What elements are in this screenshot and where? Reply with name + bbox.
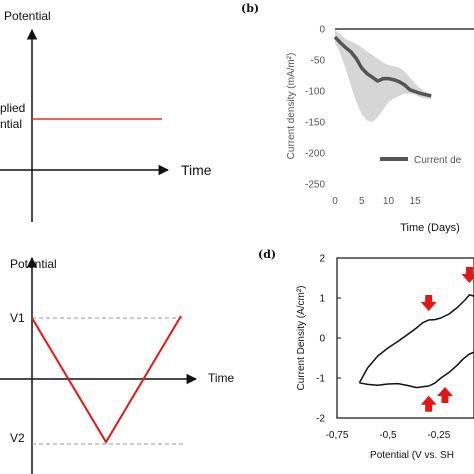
x-tick-label: 5 [359, 196, 365, 207]
panel-a-y-label: Potential [4, 9, 51, 23]
y-tick-label: 1 [319, 294, 325, 305]
y-tick-label: 0 [319, 334, 325, 345]
y-tick-label: -1 [316, 374, 325, 385]
x-tick-label: 0 [332, 196, 338, 207]
panel-d-x-label: Potential (V vs. SH [370, 450, 454, 461]
x-tick-label: -0,25 [427, 430, 450, 441]
panel-a: Potential Time plied ntial [0, 9, 212, 222]
y-tick-label: -100 [305, 87, 325, 98]
x-tick-label: 10 [383, 196, 395, 207]
std-band [335, 30, 432, 123]
panel-c-x-label: Time [208, 371, 235, 385]
panel-b-plot: 0 -50 -100 -150 -200 -250 0 5 10 15 [305, 25, 474, 207]
cv-forward-scan [358, 294, 474, 384]
panel-b: (b) 0 -50 -100 -150 -200 -250 0 5 10 15 Current d… [241, 2, 474, 234]
panel-d-letter: (d) [258, 248, 276, 261]
x-tick-label: -0,75 [326, 430, 349, 441]
peak-arrow-icon [461, 267, 474, 283]
y-tick-label: -150 [305, 118, 325, 129]
y-tick-label: 0 [319, 25, 325, 36]
y-tick-label: -50 [311, 56, 326, 67]
panel-c: Potential Time V1 V2 [0, 256, 235, 474]
peak-arrow-icon [436, 387, 453, 403]
peak-arrow-icon [420, 295, 437, 311]
legend-label: Current de [414, 155, 462, 166]
panel-d-y-label: Current Density (A/cm²) [296, 285, 307, 390]
panel-d-plot: 210-1-2-0,75-0,5-0,250 [316, 254, 474, 441]
triangular-waveform [31, 315, 182, 444]
panel-b-y-label: Current density (mA/m²) [286, 53, 297, 160]
x-tick-label: 15 [410, 196, 422, 207]
applied-label-line2: ntial [0, 117, 22, 131]
y-tick-label: 2 [319, 254, 325, 265]
peak-arrow-icon [420, 395, 437, 412]
v2-label: V2 [10, 431, 25, 445]
applied-label-line1: plied [0, 101, 25, 115]
y-tick-label: -250 [305, 180, 325, 191]
panel-b-letter: (b) [241, 2, 259, 15]
mean-current-line [333, 35, 432, 98]
panel-a-x-label: Time [181, 162, 212, 178]
y-tick-label: -2 [316, 414, 325, 425]
v1-label: V1 [10, 311, 25, 325]
panel-c-y-label: Potential [10, 257, 57, 271]
plot-frame [336, 257, 474, 419]
y-tick-label: -200 [305, 149, 325, 160]
x-tick-label: -0,5 [379, 430, 397, 441]
panel-b-x-label: Time (Days) [400, 222, 459, 234]
panel-d: (d) 210-1-2-0,75-0,5-0,250 Current Densi… [258, 248, 474, 461]
cv-reverse-scan [359, 351, 474, 389]
